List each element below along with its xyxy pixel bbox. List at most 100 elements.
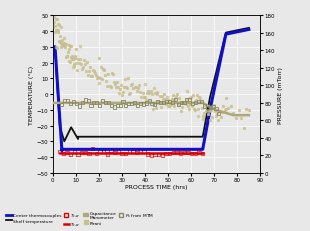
Y-axis label: TEMPERATURE (°C): TEMPERATURE (°C)	[29, 65, 34, 124]
Point	[78, 58, 82, 62]
Point	[193, 108, 198, 112]
Point	[129, 84, 134, 88]
Point	[196, 115, 201, 119]
Point	[157, 101, 162, 105]
Point	[171, 98, 176, 102]
Point	[56, 40, 61, 44]
Point	[244, 107, 249, 111]
Point	[82, 63, 87, 66]
Point	[86, 152, 91, 156]
Point	[57, 41, 62, 44]
Point	[197, 97, 202, 100]
Point	[136, 87, 141, 91]
Point	[120, 91, 125, 94]
Point	[197, 151, 202, 155]
Point	[96, 76, 101, 80]
Point	[56, 29, 61, 33]
Point	[161, 98, 166, 102]
Point	[71, 100, 76, 104]
Point	[134, 151, 139, 155]
Point	[119, 94, 124, 97]
Point	[121, 100, 126, 104]
Point	[126, 103, 131, 106]
Point	[179, 110, 184, 114]
Point	[190, 102, 195, 106]
Point	[99, 66, 104, 70]
Point	[108, 149, 113, 153]
Point	[176, 103, 181, 107]
Point	[52, 11, 57, 15]
Point	[72, 57, 77, 61]
Point	[96, 82, 101, 86]
Point	[179, 101, 184, 104]
Y-axis label: PRESSURE (mTorr): PRESSURE (mTorr)	[278, 66, 283, 123]
Point	[160, 94, 165, 98]
Point	[112, 106, 117, 109]
Point	[68, 45, 73, 49]
Point	[59, 42, 64, 46]
Point	[115, 104, 120, 107]
Point	[211, 104, 216, 107]
Point	[94, 74, 99, 78]
Point	[115, 85, 120, 89]
Point	[90, 75, 95, 79]
Point	[126, 77, 131, 81]
Point	[76, 62, 81, 66]
Point	[135, 90, 140, 94]
Point	[221, 104, 226, 108]
Point	[223, 97, 228, 100]
Point	[58, 26, 63, 30]
Point	[164, 96, 169, 100]
Point	[180, 102, 185, 106]
Point	[131, 86, 135, 90]
Point	[154, 102, 159, 106]
Point	[123, 104, 128, 108]
Point	[170, 101, 175, 105]
Point	[57, 24, 62, 28]
Point	[162, 97, 167, 101]
Point	[220, 111, 225, 115]
Point	[127, 92, 132, 95]
Point	[155, 100, 160, 104]
Point	[94, 152, 99, 155]
Point	[184, 90, 189, 94]
Point	[212, 109, 217, 113]
Point	[214, 107, 219, 111]
Point	[196, 100, 201, 104]
Point	[67, 44, 72, 48]
Point	[118, 83, 123, 87]
Point	[194, 99, 199, 103]
Point	[151, 108, 156, 112]
Point	[141, 103, 146, 106]
Point	[54, 18, 59, 21]
Point	[119, 100, 124, 103]
Point	[217, 109, 222, 113]
Point	[186, 108, 191, 112]
Point	[93, 72, 98, 75]
Point	[185, 104, 190, 108]
Point	[65, 51, 70, 54]
Point	[149, 154, 154, 158]
Point	[64, 151, 69, 154]
Point	[131, 103, 136, 106]
Point	[152, 92, 157, 96]
Point	[152, 86, 157, 90]
Point	[55, 18, 60, 21]
Point	[126, 93, 131, 97]
Point	[89, 75, 94, 79]
Point	[51, 11, 55, 15]
Point	[62, 99, 67, 103]
Point	[148, 100, 153, 104]
Point	[210, 105, 215, 109]
Point	[50, 26, 55, 30]
Point	[246, 109, 251, 112]
Point	[101, 68, 106, 71]
Point	[103, 101, 108, 105]
Point	[164, 100, 169, 104]
Point	[170, 94, 175, 97]
Point	[233, 117, 238, 120]
Point	[66, 48, 71, 52]
Point	[95, 77, 100, 81]
Point	[55, 31, 60, 35]
Point	[101, 150, 106, 153]
